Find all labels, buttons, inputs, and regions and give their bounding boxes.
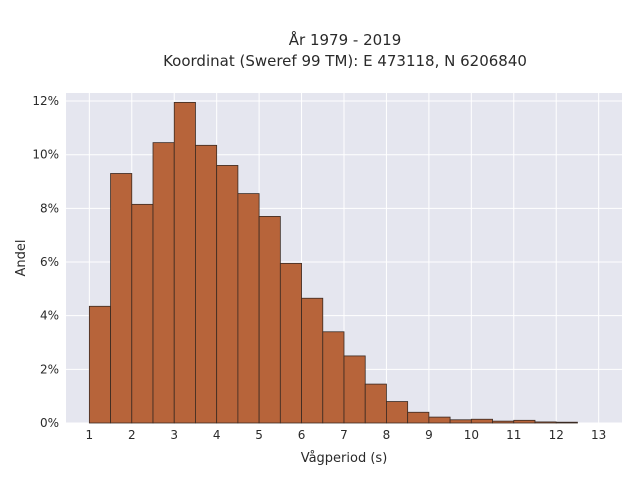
x-axis-label: Vågperiod (s) [301,451,388,466]
histogram-bar [343,355,366,424]
chart-title-line-2: Koordinat (Sweref 99 TM): E 473118, N 62… [163,52,527,70]
x-tick-label: 7 [340,428,348,442]
histogram-bar [513,419,536,424]
histogram-bar [258,216,281,424]
y-tick-label: 8% [40,201,59,215]
y-tick-label: 12% [32,94,59,108]
histogram-bar [152,142,175,424]
histogram-bar [428,416,451,424]
x-tick-label: 9 [425,428,433,442]
histogram-bar [237,193,260,424]
histogram-bar [555,421,578,424]
histogram-bar [449,419,472,424]
x-tick-label: 5 [255,428,263,442]
y-axis-label: Andel [14,240,29,277]
y-tick-label: 0% [40,416,59,430]
histogram-bar [470,418,493,424]
x-tick-label: 11 [506,428,521,442]
histogram-bar [195,144,218,424]
x-tick-label: 6 [298,428,306,442]
x-tick-label: 1 [86,428,94,442]
x-tick-label: 4 [213,428,221,442]
x-tick-label: 13 [591,428,606,442]
y-tick-label: 6% [40,255,59,269]
x-tick-label: 10 [464,428,479,442]
histogram-bar [322,331,345,424]
chart-title-line-1: År 1979 - 2019 [289,30,402,49]
histogram-bar [301,297,324,424]
histogram-bar [173,101,196,424]
x-tick-label: 3 [170,428,178,442]
y-tick-label: 4% [40,309,59,323]
histogram-bar [88,305,111,424]
histogram-bar [364,383,387,424]
y-tick-labels: 0% 2% 4% 6% 8% 10% 12% [32,94,59,430]
histogram-bar [386,401,409,424]
histogram-bar [534,421,557,424]
y-tick-label: 2% [40,362,59,376]
histogram-bar [110,173,133,424]
x-tick-label: 8 [383,428,391,442]
histogram-bar [131,203,154,424]
histogram-bar [279,262,302,424]
x-tick-label: 12 [549,428,564,442]
x-tick-labels: 1 2 3 4 5 6 7 8 9 10 11 12 13 [86,428,607,442]
y-tick-label: 10% [32,148,59,162]
histogram-bar [407,411,430,424]
histogram-bar [216,165,239,424]
bars-layer [88,101,578,424]
histogram-bar [492,420,515,424]
x-tick-label: 2 [128,428,136,442]
